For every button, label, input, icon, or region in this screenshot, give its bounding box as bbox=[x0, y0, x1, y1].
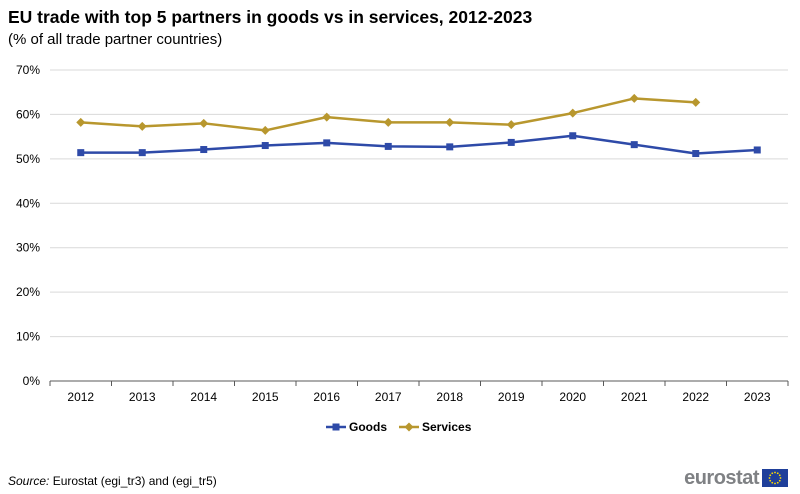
series-group bbox=[76, 93, 761, 158]
goods-point bbox=[261, 142, 269, 150]
services-point bbox=[506, 120, 516, 130]
goods-point bbox=[507, 138, 515, 146]
legend-swatch-marker bbox=[332, 423, 340, 431]
goods-point bbox=[77, 149, 85, 157]
y-tick-label: 50% bbox=[16, 152, 40, 166]
goods-point bbox=[323, 139, 331, 147]
goods-point bbox=[630, 141, 638, 149]
services-point bbox=[137, 121, 147, 131]
y-tick-label: 0% bbox=[23, 374, 41, 388]
x-tick-label: 2014 bbox=[190, 390, 217, 404]
services-point bbox=[322, 112, 332, 122]
flag-star bbox=[771, 472, 774, 475]
goods-point bbox=[569, 132, 577, 140]
flag-star bbox=[779, 477, 782, 479]
services-point bbox=[199, 118, 209, 128]
x-tick-label: 2016 bbox=[313, 390, 340, 404]
services-point bbox=[383, 117, 393, 127]
flag-star bbox=[768, 477, 771, 479]
legend-label: Services bbox=[422, 420, 472, 434]
logo-text: eurostat bbox=[684, 467, 759, 489]
x-tick-label: 2015 bbox=[252, 390, 279, 404]
goods-point bbox=[200, 146, 208, 154]
services-point bbox=[445, 117, 455, 127]
services-point bbox=[76, 117, 86, 127]
services-point bbox=[260, 125, 270, 135]
flag-star bbox=[771, 481, 774, 484]
y-tick-label: 30% bbox=[16, 241, 40, 255]
flag-star bbox=[769, 474, 772, 477]
x-tick-label: 2021 bbox=[621, 390, 648, 404]
y-tick-label: 70% bbox=[16, 63, 40, 77]
y-tick-label: 60% bbox=[16, 107, 40, 121]
y-tick-label: 20% bbox=[16, 285, 40, 299]
x-tick-label: 2018 bbox=[436, 390, 463, 404]
eu-flag-icon bbox=[762, 469, 788, 487]
eurostat-logo: eurostat bbox=[684, 468, 788, 488]
flag-star bbox=[776, 472, 779, 475]
legend-label: Goods bbox=[349, 420, 387, 434]
x-tick-label: 2020 bbox=[559, 390, 586, 404]
services-point bbox=[568, 108, 578, 118]
legend: Goods Services bbox=[326, 420, 472, 434]
goods-line bbox=[80, 134, 758, 155]
source-text: Eurostat (egi_tr3) and (egi_tr5) bbox=[49, 474, 217, 488]
x-tick-label: 2022 bbox=[682, 390, 709, 404]
source-note: Source: Eurostat (egi_tr3) and (egi_tr5) bbox=[8, 474, 217, 488]
goods-point bbox=[384, 142, 392, 150]
goods-point bbox=[138, 149, 146, 157]
chart-title: EU trade with top 5 partners in goods vs… bbox=[8, 7, 533, 27]
legend-swatch-marker bbox=[404, 422, 414, 432]
services-point bbox=[691, 97, 701, 107]
legend-item-services: Services bbox=[399, 420, 472, 434]
x-tick-label: 2017 bbox=[375, 390, 402, 404]
flag-star bbox=[778, 474, 781, 477]
gridlines bbox=[50, 69, 788, 338]
series-services bbox=[76, 93, 701, 135]
chart-subtitle: (% of all trade partner countries) bbox=[8, 31, 223, 48]
goods-point bbox=[753, 146, 761, 154]
y-tick-label: 10% bbox=[16, 330, 40, 344]
flag-star bbox=[774, 471, 776, 474]
axes: 0% 10% 20% 30% 40% 50% 60% 70% 2012 2013 2014 2015 2… bbox=[16, 63, 789, 404]
legend-item-goods: Goods bbox=[326, 420, 387, 434]
y-tick-label: 40% bbox=[16, 196, 40, 210]
services-point bbox=[629, 93, 639, 103]
x-tick-label: 2019 bbox=[498, 390, 525, 404]
goods-point bbox=[446, 143, 454, 151]
goods-point bbox=[692, 150, 700, 158]
source-label: Source: bbox=[8, 474, 50, 488]
flag-star bbox=[774, 482, 776, 485]
x-tick-label: 2023 bbox=[744, 390, 771, 404]
flag-star bbox=[769, 479, 772, 482]
x-tick-label: 2013 bbox=[129, 390, 156, 404]
series-goods bbox=[77, 132, 761, 158]
flag-star bbox=[778, 479, 781, 482]
x-tick-label: 2012 bbox=[67, 390, 94, 404]
flag-star bbox=[776, 481, 779, 484]
